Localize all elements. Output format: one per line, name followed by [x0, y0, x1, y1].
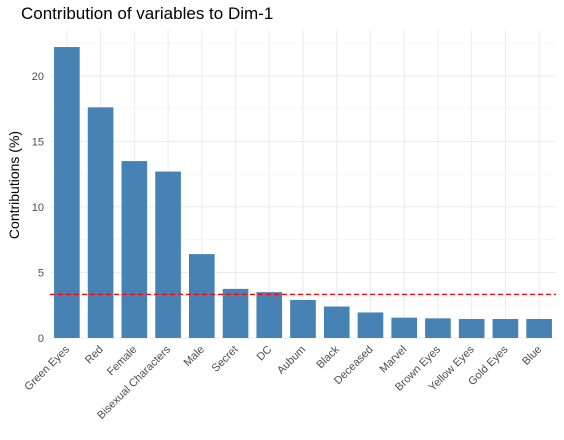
bar-marvel: [391, 317, 418, 338]
bar-green-eyes: [54, 47, 80, 338]
chart-title: Contribution of variables to Dim-1: [21, 4, 273, 23]
x-tick-label: Secret: [210, 344, 241, 375]
y-tick-label: 10: [32, 202, 44, 214]
bar-bisexual-characters: [155, 171, 181, 338]
bar-female: [121, 161, 148, 338]
bar-yellow-eyes: [458, 318, 485, 338]
bar-dc: [256, 292, 283, 338]
x-tick-label: Green Eyes: [22, 343, 72, 393]
bar-aubum: [290, 299, 316, 338]
x-tick-label: Red: [83, 344, 106, 367]
x-tick-label: Aubum: [275, 344, 308, 377]
bar-secret: [222, 288, 249, 338]
bar-blue: [526, 318, 552, 338]
x-tick-label: Male: [182, 344, 207, 369]
bar-gold-eyes: [492, 318, 519, 338]
y-tick-label: 15: [32, 136, 44, 148]
bar-red: [87, 107, 114, 338]
bar-brown-eyes: [425, 318, 451, 338]
y-tick-label: 20: [32, 71, 44, 83]
x-tick-label: DC: [255, 344, 275, 364]
y-axis-label: Contributions (%): [6, 131, 22, 239]
bars: [54, 47, 552, 338]
bar-male: [188, 254, 215, 338]
x-tick-label: Black: [314, 343, 342, 371]
bar-black: [323, 306, 350, 338]
y-tick-label: 0: [38, 333, 44, 345]
x-tick-label: Blue: [520, 344, 544, 368]
y-axis-ticks: 0 5 10 15 20: [32, 71, 44, 345]
y-tick-label: 5: [38, 267, 44, 279]
bar-deceased: [357, 312, 384, 338]
x-tick-label: Marvel: [377, 344, 409, 376]
